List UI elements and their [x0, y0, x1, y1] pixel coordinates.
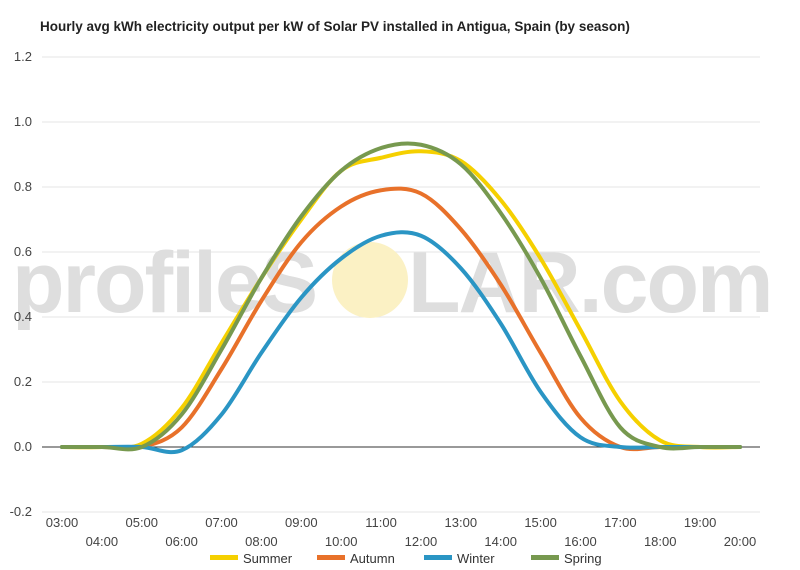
- y-tick-label: -0.2: [10, 504, 32, 519]
- x-tick-label: 19:00: [684, 515, 717, 530]
- legend-swatch-summer: [210, 555, 238, 560]
- legend-label-autumn: Autumn: [350, 551, 395, 566]
- x-tick-label: 20:00: [724, 534, 757, 549]
- x-tick-label: 13:00: [445, 515, 478, 530]
- x-tick-label: 07:00: [205, 515, 238, 530]
- x-tick-label: 08:00: [245, 534, 278, 549]
- x-tick-label: 04:00: [86, 534, 119, 549]
- chart-title: Hourly avg kWh electricity output per kW…: [40, 19, 630, 34]
- x-tick-label: 18:00: [644, 534, 677, 549]
- y-tick-label: 1.2: [14, 49, 32, 64]
- series-line-summer: [60, 149, 742, 450]
- legend-label-summer: Summer: [243, 551, 293, 566]
- y-tick-label: 0.4: [14, 309, 32, 324]
- series-line-spring: [60, 141, 742, 452]
- legend-label-spring: Spring: [564, 551, 602, 566]
- legend-swatch-autumn: [317, 555, 345, 560]
- x-tick-label: 03:00: [46, 515, 79, 530]
- legend-label-winter: Winter: [457, 551, 495, 566]
- x-tick-label: 16:00: [564, 534, 597, 549]
- legend: Summer Autumn Winter Spring: [210, 551, 602, 566]
- series-line-winter: [60, 230, 742, 455]
- x-tick-label: 15:00: [524, 515, 557, 530]
- legend-swatch-spring: [531, 555, 559, 560]
- x-tick-label: 10:00: [325, 534, 358, 549]
- y-tick-label: 0.2: [14, 374, 32, 389]
- x-tick-label: 05:00: [125, 515, 158, 530]
- x-tick-label: 06:00: [165, 534, 198, 549]
- y-tick-label: 0.8: [14, 179, 32, 194]
- axes: 1.2 1.0 0.8 0.6 0.4 0.2 0.0 -0.2 03:00 04:00 05:00…: [10, 49, 760, 549]
- x-tick-label: 17:00: [604, 515, 637, 530]
- watermark-sun-icon: [332, 242, 408, 318]
- x-tick-label: 14:00: [484, 534, 517, 549]
- y-tick-label: 1.0: [14, 114, 32, 129]
- y-tick-label: 0.0: [14, 439, 32, 454]
- x-tick-label: 12:00: [405, 534, 438, 549]
- series: [60, 141, 742, 455]
- profilesolar-watermark: profileS LAR.com: [12, 235, 773, 331]
- watermark-text-right: LAR.com: [408, 235, 771, 331]
- legend-swatch-winter: [424, 555, 452, 560]
- watermark-text-left: profileS: [12, 235, 316, 331]
- x-tick-label: 11:00: [365, 515, 397, 530]
- y-tick-label: 0.6: [14, 244, 32, 259]
- x-tick-label: 09:00: [285, 515, 318, 530]
